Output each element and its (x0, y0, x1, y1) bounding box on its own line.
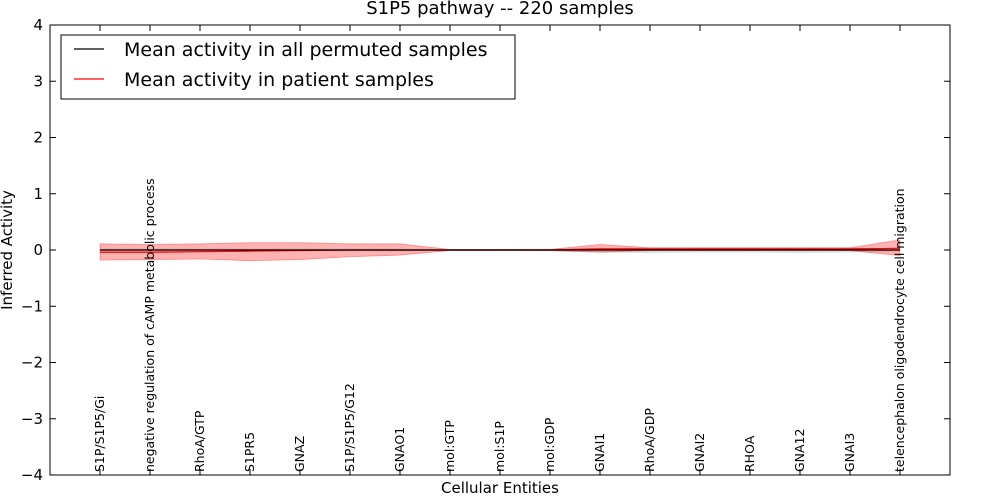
y-axis-title: Inferred Activity (0, 190, 16, 310)
y-tick-label: −4 (21, 466, 43, 484)
category-label: telencephalon oligodendrocyte cell migra… (892, 188, 907, 472)
y-tick-label: 1 (33, 185, 43, 203)
y-tick-label: 2 (33, 129, 43, 147)
y-tick-label: −3 (21, 410, 43, 428)
category-label: GNAO1 (392, 427, 407, 472)
x-axis-title: Cellular Entities (441, 479, 559, 497)
category-label: GNAI3 (842, 433, 857, 472)
category-label: RhoA/GDP (642, 408, 657, 472)
category-label: negative regulation of cAMP metabolic pr… (142, 178, 157, 472)
legend-label-permuted: Mean activity in all permuted samples (124, 39, 487, 61)
category-label: mol:S1P (492, 421, 507, 472)
category-label: mol:GTP (442, 420, 457, 472)
legend-label-patient: Mean activity in patient samples (124, 69, 434, 91)
y-tick-label: 3 (33, 72, 43, 90)
legend-box (60, 34, 516, 100)
y-tick-label: 4 (33, 16, 43, 34)
category-label: GNAZ (292, 436, 307, 472)
y-tick-label: −2 (21, 354, 43, 372)
category-label: RhoA/GTP (192, 410, 207, 472)
category-label: S1P/S1P5/Gi (92, 396, 107, 472)
legend: Mean activity in all permuted samples Me… (60, 34, 516, 100)
y-tick-label: 0 (33, 241, 43, 259)
category-label: S1PR5 (242, 432, 257, 472)
chart-title: S1P5 pathway -- 220 samples (366, 0, 634, 19)
category-label: mol:GDP (542, 417, 557, 472)
category-label: RHOA (742, 435, 757, 472)
category-label: S1P/S1P5/G12 (342, 383, 357, 472)
category-label: GNAI1 (592, 433, 607, 472)
category-label: GNA12 (792, 429, 807, 473)
category-label: GNAI2 (692, 433, 707, 472)
y-tick-label: −1 (21, 297, 43, 315)
